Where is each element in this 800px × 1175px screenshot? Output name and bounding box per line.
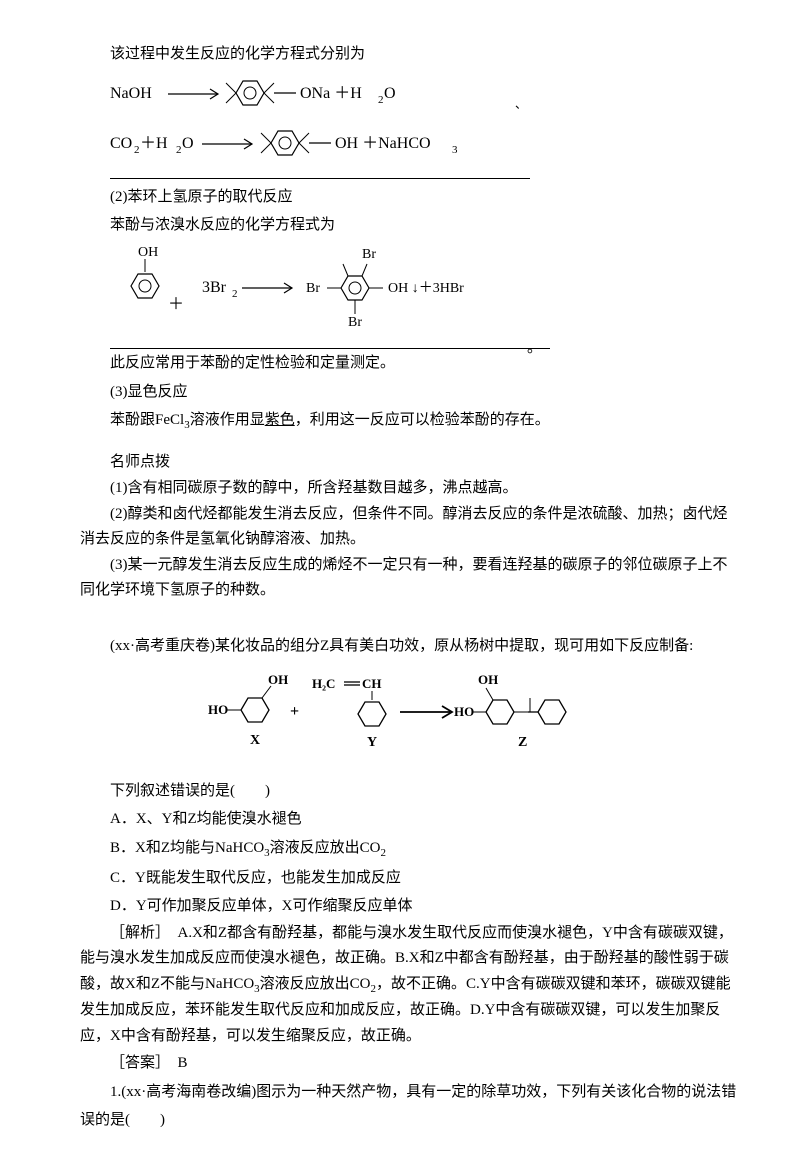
svg-text:OH ＋NaHCO: OH ＋NaHCO [335,135,431,152]
tip-3: (3)某一元醇发生消去反应生成的烯烃不一定只有一种，要看连羟基的碳原子的邻位碳原… [80,553,740,604]
svg-text:OH: OH [268,672,288,687]
svg-text:X: X [250,733,260,748]
equation-3: OH ＋ 3Br 2 Br Br Br OH ↓＋3HBr 。 [110,244,550,350]
equation-1: NaOH ONa ＋H 2 O 、 [110,73,740,124]
svg-text:O: O [384,85,396,102]
svg-text:H₂C: H₂C [312,676,335,691]
svg-text:Br: Br [348,315,362,330]
option-b: B．X和Z均能与NaHCO3溶液反应放出CO2 [80,834,740,864]
svg-text:CH: CH [362,676,382,691]
question-1-stem: 1.(xx·高考海南卷改编)图示为一种天然产物，具有一定的除草功效，下列有关该化… [80,1078,740,1135]
svg-text:HO: HO [208,702,228,717]
option-d: D．Y可作加聚反应单体，X可作缩聚反应单体 [80,892,740,921]
svg-text:Br: Br [306,281,320,296]
question-ask: 下列叙述错误的是( ) [80,777,740,806]
svg-text:OH ↓＋3HBr: OH ↓＋3HBr [388,281,464,296]
color-underline: 紫色 [265,412,295,428]
svg-text:＋H: ＋H [140,135,168,152]
explanation: ［解析］ A.X和Z都含有酚羟基，都能与溴水发生取代反应而使溴水褪色，Y中含有碳… [80,921,740,1050]
svg-text:OH: OH [478,672,498,687]
section-2-note: 此反应常用于苯酚的定性检验和定量测定。 [80,349,740,378]
tip-1: (1)含有相同碳原子数的醇中，所含羟基数目越多，沸点越高。 [80,476,740,502]
svg-text:3: 3 [452,144,458,156]
svg-text:HO: HO [454,704,474,719]
svg-text:OH: OH [138,245,158,260]
reaction-diagram: OH HO X + H₂C CH Y OH HO Z [80,668,740,769]
svg-text:2: 2 [378,94,384,106]
svg-text:3Br: 3Br [202,279,227,296]
section-3-heading: (3)显色反应 [80,378,740,407]
svg-text:+: + [290,703,299,720]
section-2-line: 苯酚与浓溴水反应的化学方程式为 [80,211,740,240]
svg-text:O: O [182,135,194,152]
period-mark: 。 [527,334,542,363]
svg-text:2: 2 [232,288,238,300]
svg-text:NaOH: NaOH [110,85,152,102]
equation-2: CO 2 ＋H 2 O OH ＋NaHCO 3 [110,123,530,179]
option-c: C．Y既能发生取代反应，也能发生加成反应 [80,864,740,893]
svg-text:2: 2 [134,144,140,156]
svg-text:CO: CO [110,135,132,152]
section-3-line: 苯酚跟FeCl3溶液作用显紫色，利用这一反应可以检验苯酚的存在。 [80,406,740,436]
svg-text:ONa ＋H: ONa ＋H [300,85,362,102]
answer: ［答案］ B [80,1049,740,1078]
svg-text:Y: Y [367,735,377,750]
svg-text:＋: ＋ [168,296,184,313]
intro-line: 该过程中发生反应的化学方程式分别为 [80,40,740,69]
section-2-heading: (2)苯环上氢原子的取代反应 [80,183,740,212]
svg-text:Br: Br [362,247,376,262]
question-stem: (xx·高考重庆卷)某化妆品的组分Z具有美白功效，原从杨树中提取，现可用如下反应… [80,632,740,661]
svg-text:Z: Z [518,735,527,750]
svg-text:、: 、 [515,97,527,111]
svg-text:2: 2 [176,144,182,156]
tip-2: (2)醇类和卤代烃都能发生消去反应，但条件不同。醇消去反应的条件是浓硫酸、加热；… [80,502,740,553]
option-a: A．X、Y和Z均能使溴水褪色 [80,805,740,834]
tips-title: 名师点拨 [80,448,740,477]
